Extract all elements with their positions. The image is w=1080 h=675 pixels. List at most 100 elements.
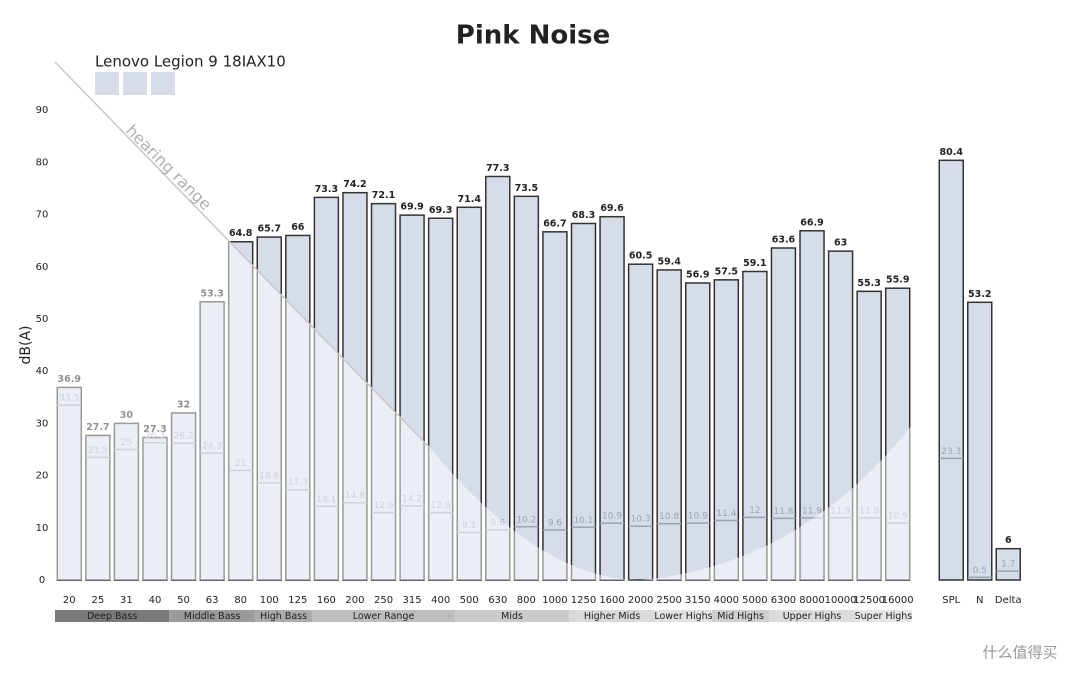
x-tick-label: 31 (120, 595, 133, 606)
inner-label: 9.6 (548, 518, 563, 528)
value-label: 63 (834, 238, 847, 249)
legend-label: Lenovo Legion 9 18IAX10 (95, 53, 286, 71)
bar (742, 270, 768, 581)
range-label: Lower Highs (654, 611, 712, 622)
inner-label: 11.8 (773, 507, 793, 517)
range-band (569, 610, 655, 622)
range-band (169, 610, 255, 622)
bar (967, 301, 993, 581)
legend-swatch (95, 72, 119, 95)
hearing-range-edge (54, 61, 431, 449)
x-tick-label: 630 (488, 595, 507, 606)
range-band (454, 610, 570, 622)
inner-label: 10.3 (631, 515, 651, 525)
value-label: 60.5 (629, 251, 652, 262)
value-label: 77.3 (486, 163, 509, 174)
x-tick-label: 160 (317, 595, 336, 606)
x-tick-label: 1000 (542, 595, 567, 606)
x-tick-label: SPL (942, 595, 960, 606)
x-tick-label: 1250 (571, 595, 596, 606)
range-label: High Bass (260, 611, 307, 622)
y-tick-label: 90 (36, 105, 49, 116)
range-label: Upper Highs (783, 611, 842, 622)
x-tick-label: 80 (234, 595, 247, 606)
watermark: 什么值得买 (982, 644, 1057, 662)
value-label: 6 (1005, 535, 1012, 546)
y-tick-label: 70 (36, 210, 49, 221)
x-tick-label: 16000 (882, 595, 914, 606)
y-tick-label: 60 (36, 262, 49, 273)
x-tick-label: 200 (345, 595, 364, 606)
bar (542, 231, 568, 581)
x-tick-label: 20 (63, 595, 76, 606)
x-tick-label: 12500 (853, 595, 885, 606)
bar (995, 547, 1021, 581)
x-tick-label: 500 (460, 595, 479, 606)
bar (513, 195, 540, 581)
value-label: 69.6 (600, 203, 624, 214)
y-tick-label: 0 (39, 575, 45, 586)
x-tick-label: 4000 (714, 595, 739, 606)
bar (656, 269, 682, 581)
x-tick-label: 5000 (742, 595, 767, 606)
y-tick-label: 10 (36, 523, 49, 534)
inner-label: 23.3 (941, 447, 961, 457)
value-label: 66.9 (800, 217, 823, 228)
x-tick-label: 2000 (628, 595, 653, 606)
x-tick-label: Delta (995, 595, 1022, 606)
range-band (55, 610, 170, 622)
range-band (312, 610, 455, 622)
inner-label: 11.9 (802, 506, 822, 516)
x-tick-label: N (976, 595, 983, 606)
bar (713, 279, 740, 581)
y-tick-label: 20 (36, 471, 49, 482)
value-label: 55.9 (886, 275, 909, 286)
value-label: 65.7 (258, 224, 281, 235)
x-tick-label: 50 (177, 595, 190, 606)
value-label: 74.2 (343, 179, 366, 190)
bar (938, 159, 964, 581)
range-band (854, 610, 912, 622)
x-tick-label: 8000 (799, 595, 824, 606)
bar (770, 247, 797, 581)
x-tick-label: 25 (91, 595, 104, 606)
y-axis-label: dB(A) (18, 326, 34, 365)
x-tick-label: 6300 (771, 595, 796, 606)
value-label: 69.3 (429, 205, 452, 216)
x-tick-label: 250 (374, 595, 393, 606)
hearing-range-area (55, 62, 912, 580)
y-tick-label: 30 (36, 418, 49, 429)
inner-label: 10.9 (688, 512, 708, 522)
value-label: 64.8 (229, 228, 253, 239)
range-label: Higher Mids (584, 611, 640, 622)
value-label: 80.4 (940, 147, 964, 158)
range-label: Middle Bass (184, 611, 241, 622)
value-label: 69.9 (400, 202, 423, 213)
x-tick-label: 63 (206, 595, 219, 606)
value-label: 72.1 (372, 190, 395, 201)
range-label: Mids (501, 611, 523, 622)
value-label: 56.9 (686, 269, 709, 280)
bar (570, 222, 597, 581)
value-label: 57.5 (715, 266, 738, 277)
y-tick-label: 80 (36, 157, 49, 168)
inner-label: 12 (749, 506, 760, 516)
inner-label: 11.4 (716, 509, 736, 519)
range-band (712, 610, 770, 622)
range-label: Super Highs (855, 611, 913, 622)
value-label: 68.3 (572, 210, 595, 221)
x-tick-label: 3150 (685, 595, 710, 606)
x-tick-label: 40 (149, 595, 162, 606)
x-tick-label: 2500 (656, 595, 681, 606)
range-label: Mid Highs (717, 611, 764, 622)
value-label: 73.5 (515, 183, 538, 194)
range-band (654, 610, 713, 622)
value-label: 55.3 (857, 278, 880, 289)
bar (627, 263, 654, 581)
x-tick-label: 400 (431, 595, 450, 606)
inner-label: 10.2 (516, 515, 536, 525)
x-tick-label: 315 (403, 595, 422, 606)
range-band (254, 610, 313, 622)
range-band (769, 610, 855, 622)
inner-label: 0.5 (973, 566, 987, 576)
